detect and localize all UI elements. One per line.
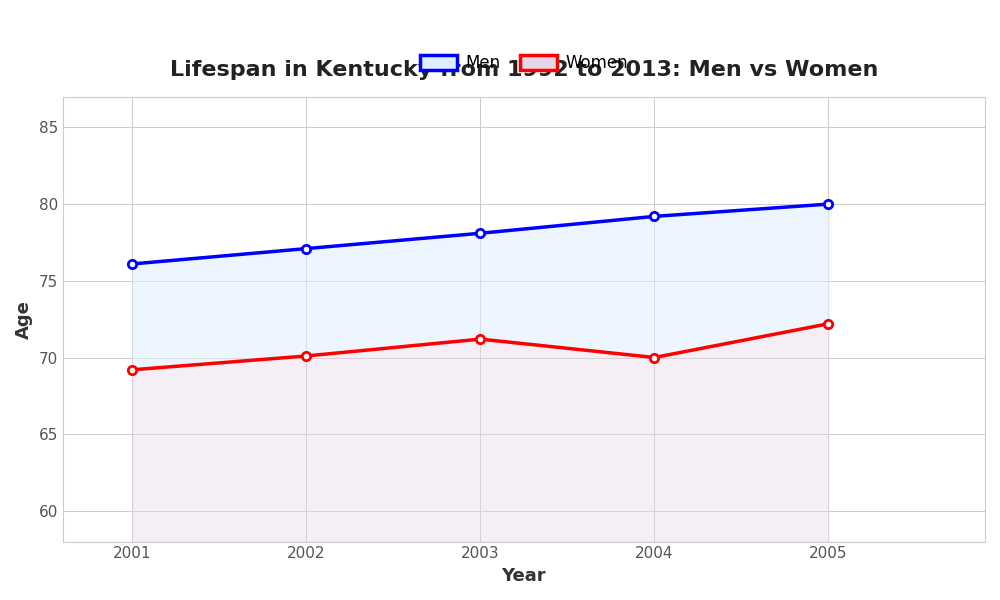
Title: Lifespan in Kentucky from 1992 to 2013: Men vs Women: Lifespan in Kentucky from 1992 to 2013: …	[170, 60, 878, 80]
Y-axis label: Age: Age	[15, 300, 33, 338]
Legend: Men, Women: Men, Women	[413, 47, 634, 79]
X-axis label: Year: Year	[502, 567, 546, 585]
